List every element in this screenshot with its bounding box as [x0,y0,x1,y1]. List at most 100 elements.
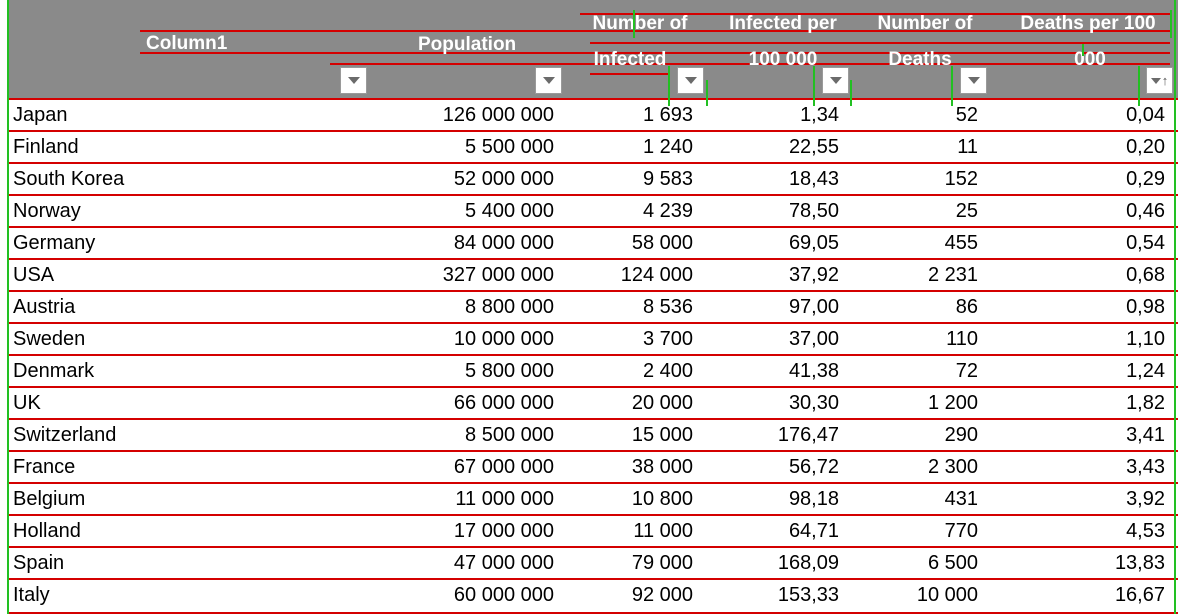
cell-infected[interactable]: 38 000 [631,456,693,478]
cell-deaths-per-100k[interactable]: 0,98 [1126,296,1165,318]
cell-population[interactable]: 11 000 000 [455,488,554,510]
cell-infected-per-100k[interactable]: 37,92 [788,264,839,286]
cell-infected[interactable]: 11 000 [633,520,693,542]
cell-population[interactable]: 66 000 000 [453,392,554,414]
cell-deaths-per-100k[interactable]: 0,29 [1126,168,1165,190]
cell-infected-per-100k[interactable]: 168,09 [777,552,839,574]
table-row[interactable]: USA 327 000 000 124 000 37,92 2 231 0,68 [8,258,1178,290]
table-row[interactable]: Holland 17 000 000 11 000 64,71 770 4,53 [8,514,1178,546]
cell-deaths[interactable]: 1 200 [927,392,978,414]
cell-infected-per-100k[interactable]: 97,00 [788,296,839,318]
cell-infected[interactable]: 58 000 [631,232,693,254]
filter-column1-button[interactable] [340,67,367,94]
table-row[interactable]: Switzerland 8 500 000 15 000 176,47 290 3,41 [8,418,1178,450]
cell-deaths[interactable]: 2 231 [927,264,978,286]
cell-country[interactable]: Belgium [13,488,86,510]
cell-population[interactable]: 60 000 000 [453,584,554,606]
cell-infected[interactable]: 3 700 [642,328,693,350]
cell-infected-per-100k[interactable]: 18,43 [788,168,839,190]
cell-deaths[interactable]: 431 [944,488,978,510]
cell-infected[interactable]: 2 400 [642,360,693,382]
table-row[interactable]: Sweden 10 000 000 3 700 37,00 110 1,10 [8,322,1178,354]
cell-country[interactable]: UK [13,392,41,414]
cell-deaths-per-100k[interactable]: 16,67 [1114,584,1165,606]
cell-infected-per-100k[interactable]: 1,34 [800,104,839,126]
cell-infected[interactable]: 124 000 [620,264,693,286]
filter-infected-button[interactable] [677,67,704,94]
filter-population-button[interactable] [535,67,562,94]
cell-deaths-per-100k[interactable]: 0,68 [1126,264,1165,286]
cell-deaths-per-100k[interactable]: 1,82 [1126,392,1165,414]
cell-country[interactable]: Spain [13,552,65,574]
cell-deaths-per-100k[interactable]: 13,83 [1114,552,1165,574]
cell-infected-per-100k[interactable]: 78,50 [788,200,839,222]
cell-country[interactable]: Italy [13,584,50,606]
cell-deaths-per-100k[interactable]: 3,92 [1126,488,1165,510]
cell-infected[interactable]: 15 000 [631,424,693,446]
table-row[interactable]: UK 66 000 000 20 000 30,30 1 200 1,82 [8,386,1178,418]
cell-infected-per-100k[interactable]: 30,30 [788,392,839,414]
cell-population[interactable]: 17 000 000 [453,520,554,542]
cell-infected-per-100k[interactable]: 41,38 [788,360,839,382]
cell-population[interactable]: 47 000 000 [453,552,554,574]
cell-deaths[interactable]: 6 500 [927,552,978,574]
cell-deaths[interactable]: 2 300 [927,456,978,478]
cell-infected[interactable]: 9 583 [642,168,693,190]
table-row[interactable]: Austria 8 800 000 8 536 97,00 86 0,98 [8,290,1178,322]
table-row[interactable]: Germany 84 000 000 58 000 69,05 455 0,54 [8,226,1178,258]
table-row[interactable]: Spain 47 000 000 79 000 168,09 6 500 13,83 [8,546,1178,578]
cell-deaths-per-100k[interactable]: 0,46 [1126,200,1165,222]
cell-country[interactable]: Finland [13,136,79,158]
cell-country[interactable]: South Korea [13,168,125,190]
cell-infected-per-100k[interactable]: 176,47 [777,424,839,446]
cell-infected-per-100k[interactable]: 98,18 [788,488,839,510]
cell-deaths[interactable]: 455 [944,232,978,254]
cell-population[interactable]: 5 500 000 [465,136,554,158]
cell-population[interactable]: 8 500 000 [465,424,554,446]
cell-deaths-per-100k[interactable]: 0,54 [1126,232,1165,254]
cell-population[interactable]: 10 000 000 [453,328,554,350]
cell-population[interactable]: 5 800 000 [465,360,554,382]
cell-infected-per-100k[interactable]: 56,72 [788,456,839,478]
filter-deaths-per-100k-button[interactable]: ↑ [1146,67,1173,94]
table-row[interactable]: Belgium 11 000 000 10 800 98,18 431 3,92 [8,482,1178,514]
cell-infected-per-100k[interactable]: 22,55 [788,136,839,158]
cell-population[interactable]: 5 400 000 [465,200,554,222]
cell-deaths[interactable]: 10 000 [916,584,978,606]
cell-deaths[interactable]: 25 [955,200,978,222]
cell-deaths-per-100k[interactable]: 1,24 [1126,360,1165,382]
cell-country[interactable]: Switzerland [13,424,117,446]
filter-infected-per-100k-button[interactable] [822,67,849,94]
cell-country[interactable]: Denmark [13,360,95,382]
cell-deaths-per-100k[interactable]: 3,41 [1126,424,1165,446]
cell-deaths[interactable]: 72 [955,360,978,382]
cell-deaths[interactable]: 290 [944,424,978,446]
cell-infected[interactable]: 92 000 [631,584,693,606]
cell-infected[interactable]: 10 800 [631,488,693,510]
cell-country[interactable]: France [13,456,76,478]
table-row[interactable]: Japan 126 000 000 1 693 1,34 52 0,04 [8,98,1178,130]
cell-infected-per-100k[interactable]: 64,71 [788,520,839,542]
cell-deaths-per-100k[interactable]: 3,43 [1126,456,1165,478]
cell-deaths[interactable]: 770 [944,520,978,542]
cell-infected-per-100k[interactable]: 37,00 [788,328,839,350]
table-row[interactable]: Italy 60 000 000 92 000 153,33 10 000 16,67 [8,578,1178,610]
cell-population[interactable]: 327 000 000 [442,264,554,286]
cell-infected[interactable]: 1 693 [642,104,693,126]
cell-population[interactable]: 67 000 000 [453,456,554,478]
cell-infected-per-100k[interactable]: 153,33 [777,584,839,606]
cell-deaths[interactable]: 110 [946,328,978,350]
cell-country[interactable]: Holland [13,520,81,542]
cell-country[interactable]: USA [13,264,55,286]
table-row[interactable]: Denmark 5 800 000 2 400 41,38 72 1,24 [8,354,1178,386]
cell-deaths-per-100k[interactable]: 0,04 [1126,104,1165,126]
table-row[interactable]: France 67 000 000 38 000 56,72 2 300 3,43 [8,450,1178,482]
cell-deaths[interactable]: 86 [955,296,978,318]
table-row[interactable]: South Korea 52 000 000 9 583 18,43 152 0,29 [8,162,1178,194]
cell-infected[interactable]: 8 536 [642,296,693,318]
cell-country[interactable]: Austria [13,296,76,318]
cell-country[interactable]: Germany [13,232,96,254]
cell-deaths[interactable]: 52 [955,104,978,126]
cell-infected[interactable]: 79 000 [631,552,693,574]
cell-infected[interactable]: 20 000 [631,392,693,414]
